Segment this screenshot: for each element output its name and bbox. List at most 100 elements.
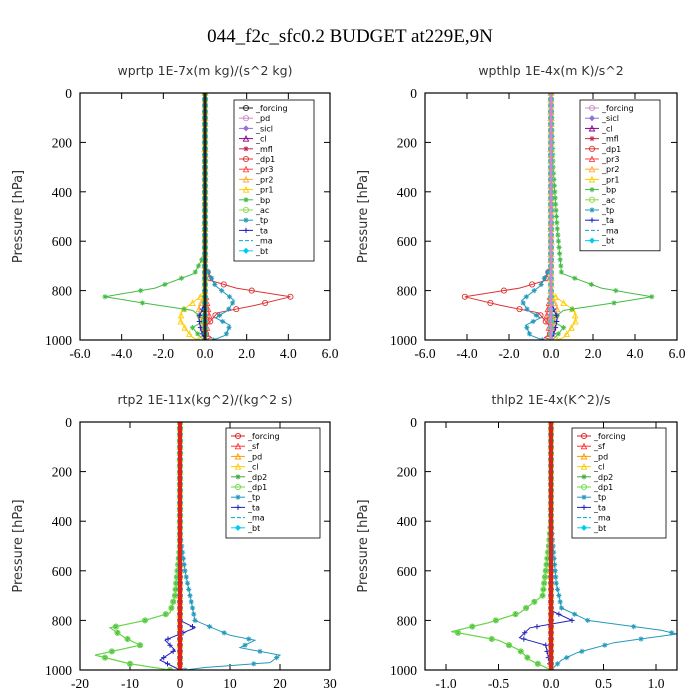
y-axis-label: Pressure [hPa] xyxy=(11,499,26,592)
legend-label: _pr2 xyxy=(255,175,273,184)
legend-marker xyxy=(242,134,250,142)
series-point-tp xyxy=(631,624,637,630)
series-point-ta xyxy=(521,636,527,642)
y-tick-label: 1000 xyxy=(390,333,417,348)
series-point-ta xyxy=(522,630,528,636)
panel-title: rtp2 1E-11x(kg^2)/(kg^2 s) xyxy=(118,392,293,407)
legend-label: _bt xyxy=(247,524,260,533)
x-tick-label: 30 xyxy=(323,676,337,691)
series-point-dp1 xyxy=(500,287,507,294)
legend-label: _cl xyxy=(255,135,267,144)
series-point-bp xyxy=(556,244,562,250)
x-tick-label: 0.0 xyxy=(543,676,560,691)
series-point-bp xyxy=(558,269,564,275)
series-point-dp1 xyxy=(141,617,149,624)
series-point-dp1 xyxy=(220,281,227,288)
legend-label: _pd xyxy=(593,452,608,461)
series-point-dp1 xyxy=(539,592,546,599)
series-point-dp1 xyxy=(170,598,177,605)
series-point-pr1 xyxy=(186,330,193,337)
legend-marker xyxy=(588,237,596,244)
series-point-tp xyxy=(524,306,530,312)
series-point-ta xyxy=(189,624,196,630)
x-tick-label: -4.0 xyxy=(111,346,133,361)
series-point-tp xyxy=(192,617,198,623)
series-point-bp xyxy=(649,294,655,300)
legend-label: _forcing xyxy=(247,432,280,441)
series-point-ta xyxy=(170,648,176,654)
legend-label: _dp1 xyxy=(593,483,613,492)
legend-label: _ta xyxy=(255,226,268,235)
series-line-tp xyxy=(204,93,235,340)
legend-marker xyxy=(588,196,596,203)
legend-label: _pr2 xyxy=(601,165,619,174)
series-point-dp1 xyxy=(287,293,294,300)
x-tick-label: 6.0 xyxy=(322,346,339,361)
series-point-pr1 xyxy=(571,311,579,319)
series-point-pr1 xyxy=(177,317,185,325)
x-tick-label: -4.0 xyxy=(456,346,478,361)
series-point-tp xyxy=(223,331,229,337)
series-point-ta xyxy=(167,642,173,648)
legend-label: _pr3 xyxy=(255,165,273,174)
x-tick-label: 0.0 xyxy=(543,346,560,361)
legend-label: _dp1 xyxy=(255,155,275,164)
legend-marker xyxy=(580,432,588,440)
x-tick-label: 2.0 xyxy=(585,346,602,361)
series-point-tp xyxy=(257,648,263,654)
series-point-dp1 xyxy=(492,617,499,624)
series-point-tp xyxy=(602,642,608,648)
legend-marker xyxy=(589,187,595,193)
legend-label: _ma xyxy=(601,226,619,235)
legend-marker xyxy=(588,155,596,163)
legend-marker xyxy=(242,104,250,112)
series-point-pr1 xyxy=(568,324,575,331)
series-point-pr1 xyxy=(552,293,560,300)
series-point-pr1 xyxy=(181,324,189,331)
figure-title: 044_f2c_sfc0.2 BUDGET at229E,9N xyxy=(207,26,493,47)
y-tick-label: 200 xyxy=(397,465,418,480)
x-tick-label: 6.0 xyxy=(669,346,686,361)
series-point-tp xyxy=(554,661,561,667)
series-point-tp xyxy=(189,605,196,611)
legend-label: _ma xyxy=(247,514,265,523)
y-tick-label: 400 xyxy=(397,185,418,200)
series-point-dp1 xyxy=(454,629,462,636)
series-group xyxy=(102,93,294,340)
series-point-bp xyxy=(572,275,578,281)
series-point-tp xyxy=(523,294,529,300)
series-line-dp1 xyxy=(94,422,181,670)
series-point-ta xyxy=(569,617,575,623)
y-tick-label: 600 xyxy=(52,234,73,249)
legend-marker xyxy=(242,175,250,183)
series-point-tp xyxy=(251,661,257,667)
legend-label: _sf xyxy=(593,442,605,451)
panel-3: rtp2 1E-11x(kg^2)/(kg^2 s) Pressure [hPa]… xyxy=(11,392,337,691)
series-point-dp1 xyxy=(487,299,494,307)
legend-marker xyxy=(580,462,588,470)
legend-label: _bt xyxy=(593,524,606,533)
panel-title: wpthlp 1E-4x(m K)/s^2 xyxy=(478,63,623,78)
y-tick-label: 400 xyxy=(52,514,73,529)
series-point-tp xyxy=(205,269,211,275)
series-point-bp xyxy=(552,189,558,195)
series-point-ta xyxy=(556,611,562,617)
series-point-bp xyxy=(553,213,560,220)
series-point-pr1 xyxy=(563,330,571,337)
series-point-tp xyxy=(219,288,225,294)
series-point-tp xyxy=(246,636,252,642)
legend-marker xyxy=(242,125,250,132)
series-point-dp1 xyxy=(534,660,541,667)
x-tick-label: 2.0 xyxy=(238,346,255,361)
legend-label: _pr1 xyxy=(255,186,273,195)
series-line-tp xyxy=(520,93,552,340)
series-point-tp xyxy=(531,288,537,294)
legend-marker xyxy=(589,136,595,142)
legend-label: _tp xyxy=(593,493,606,502)
series-point-ta xyxy=(165,636,171,642)
panel-2: wpthlp 1E-4x(m K)/s^2 Pressure [hPa] -6.0 -… xyxy=(356,63,686,361)
legend-label: _mfl xyxy=(601,135,619,144)
series-point-tp xyxy=(212,281,218,288)
x-tick-label: 4.0 xyxy=(280,346,297,361)
series-point-dp1 xyxy=(517,648,524,655)
